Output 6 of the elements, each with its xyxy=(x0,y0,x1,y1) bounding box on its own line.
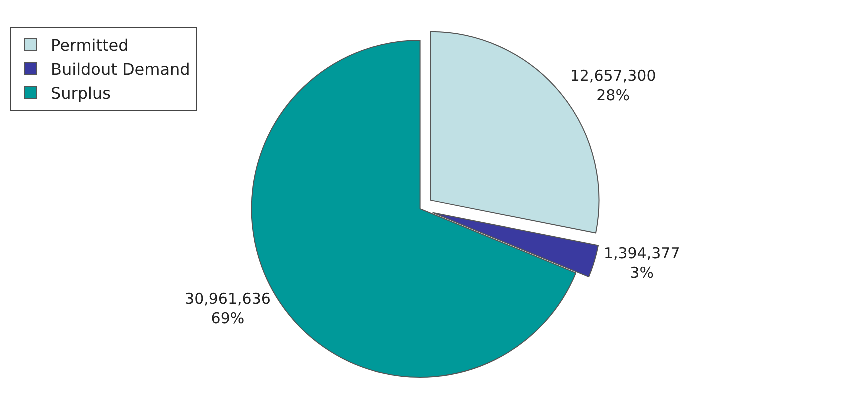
legend-label: Surplus xyxy=(51,84,111,103)
legend-label: Permitted xyxy=(51,36,129,56)
data-label: 12,657,300 28% xyxy=(570,67,656,105)
data-label: 30,961,636 69% xyxy=(185,290,271,328)
legend-label: Buildout Demand xyxy=(51,60,190,79)
data-label: 1,394,377 3% xyxy=(604,244,680,282)
